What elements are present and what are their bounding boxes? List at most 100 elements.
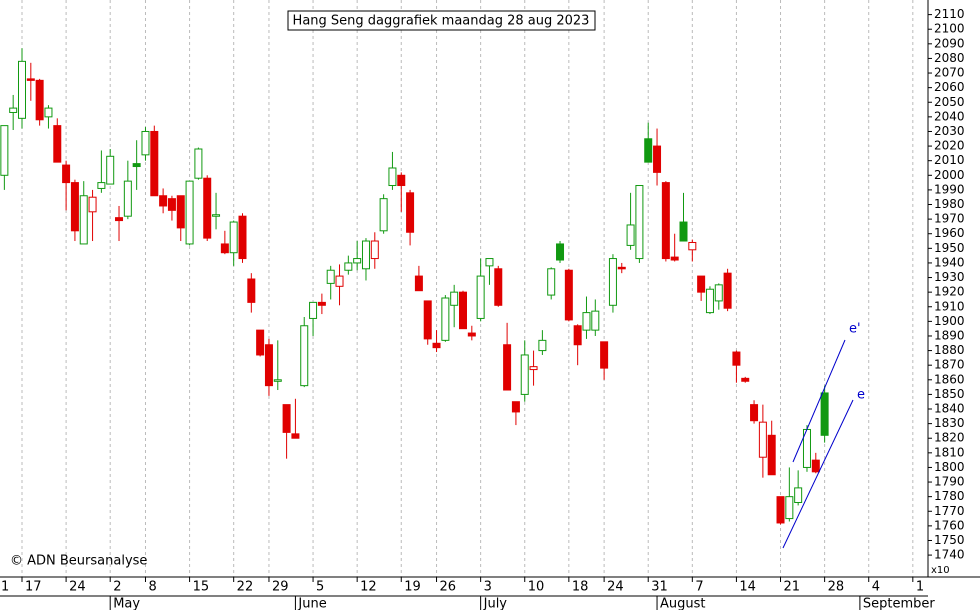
y-tick-label: 1990 <box>934 182 965 196</box>
candle-body <box>688 241 697 251</box>
y-tick-label: 2110 <box>934 7 965 21</box>
y-tick-label: 2040 <box>934 109 965 123</box>
candle-body <box>511 401 520 413</box>
candle-body <box>344 262 353 271</box>
x-tick-label: 1 <box>1 580 9 595</box>
candle-body <box>35 79 44 121</box>
y-multiplier: x10 <box>931 565 950 576</box>
candle-body <box>300 325 309 387</box>
candle-body <box>520 354 529 395</box>
candle-body <box>220 243 229 254</box>
candle-body <box>617 266 626 270</box>
y-tick-label: 1760 <box>934 518 965 532</box>
candle-body <box>238 215 247 260</box>
candle-body <box>785 496 794 520</box>
candle-body <box>123 180 132 217</box>
candle-body <box>591 310 600 331</box>
candle-body <box>741 377 750 382</box>
y-tick-label: 1890 <box>934 328 965 342</box>
y-tick-label: 2100 <box>934 22 965 36</box>
y-tick-label: 2020 <box>934 139 965 153</box>
candle-body <box>600 341 609 369</box>
y-tick-label: 2090 <box>934 36 965 50</box>
x-tick-label: 17 <box>25 580 42 595</box>
candle-body <box>697 275 706 293</box>
candle-body <box>176 195 185 229</box>
y-tick-label: 1840 <box>934 402 965 416</box>
candle-body <box>141 130 150 156</box>
y-tick-label: 1830 <box>934 416 965 430</box>
candle-body <box>70 182 79 232</box>
candle-body <box>679 221 688 242</box>
candle-body <box>653 145 662 173</box>
month-label: August <box>660 597 706 610</box>
y-tick-label: 1750 <box>934 533 965 547</box>
x-tick-label: 31 <box>651 580 668 595</box>
y-tick-label: 1970 <box>934 212 965 226</box>
candle-body <box>750 404 759 422</box>
month-label: September <box>863 597 936 610</box>
candle-body <box>794 487 803 504</box>
y-tick-label: 1950 <box>934 241 965 255</box>
x-tick-label: 14 <box>739 580 756 595</box>
candle-body <box>9 107 18 113</box>
candle-body <box>494 268 503 306</box>
candle-body <box>538 339 547 352</box>
candle-body <box>608 258 617 306</box>
month-label: May <box>113 597 140 610</box>
y-tick-label: 1850 <box>934 387 965 401</box>
candle-body <box>26 78 35 81</box>
candle-body <box>776 496 785 524</box>
candle-body <box>194 148 203 179</box>
candle-body <box>388 167 397 187</box>
candle-body <box>485 258 494 267</box>
chart-title: Hang Seng daggrafiek maandag 28 aug 2023 <box>293 14 590 29</box>
candle-body <box>264 344 273 387</box>
y-tick-label: 1930 <box>934 270 965 284</box>
candle-body <box>44 107 53 118</box>
x-tick-label: 10 <box>528 580 545 595</box>
y-tick-label: 2000 <box>934 168 965 182</box>
candle-body <box>582 312 591 331</box>
month-label: June <box>297 597 326 610</box>
candle-body <box>450 291 459 306</box>
candle-body <box>397 174 406 187</box>
y-tick-label: 2010 <box>934 153 965 167</box>
candle-body <box>247 278 256 303</box>
candle-body <box>309 301 318 319</box>
candle-body <box>644 138 653 163</box>
candle-body <box>723 272 732 309</box>
candle-body <box>705 288 714 314</box>
y-tick-label: 1900 <box>934 314 965 328</box>
candle-body <box>767 434 776 476</box>
x-tick-label: 2 <box>113 580 121 595</box>
candle-body <box>820 392 829 436</box>
candle-body <box>150 130 159 197</box>
candle-body <box>159 195 168 207</box>
candle-body <box>529 366 538 371</box>
candle-body <box>406 192 415 233</box>
candle-body <box>547 268 556 296</box>
candle-body <box>361 240 370 270</box>
y-tick-label: 1870 <box>934 358 965 372</box>
y-tick-label: 1790 <box>934 475 965 489</box>
candle-body <box>132 163 141 168</box>
y-tick-label: 1780 <box>934 489 965 503</box>
y-tick-label: 1940 <box>934 255 965 269</box>
x-tick-label: 21 <box>784 580 801 595</box>
y-tick-label: 1770 <box>934 504 965 518</box>
candle-body <box>0 125 9 176</box>
x-tick-label: 4 <box>872 580 880 595</box>
candle-body <box>476 275 485 319</box>
candle-body <box>714 284 723 302</box>
y-tick-label: 2080 <box>934 51 965 65</box>
candle-body <box>414 275 423 292</box>
candle-body <box>62 164 71 184</box>
x-tick-label: 24 <box>607 580 624 595</box>
candle-body <box>326 269 335 284</box>
y-tick-label: 1820 <box>934 431 965 445</box>
candle-body <box>273 379 282 382</box>
x-tick-label: 8 <box>148 580 156 595</box>
candle-body <box>185 180 194 245</box>
